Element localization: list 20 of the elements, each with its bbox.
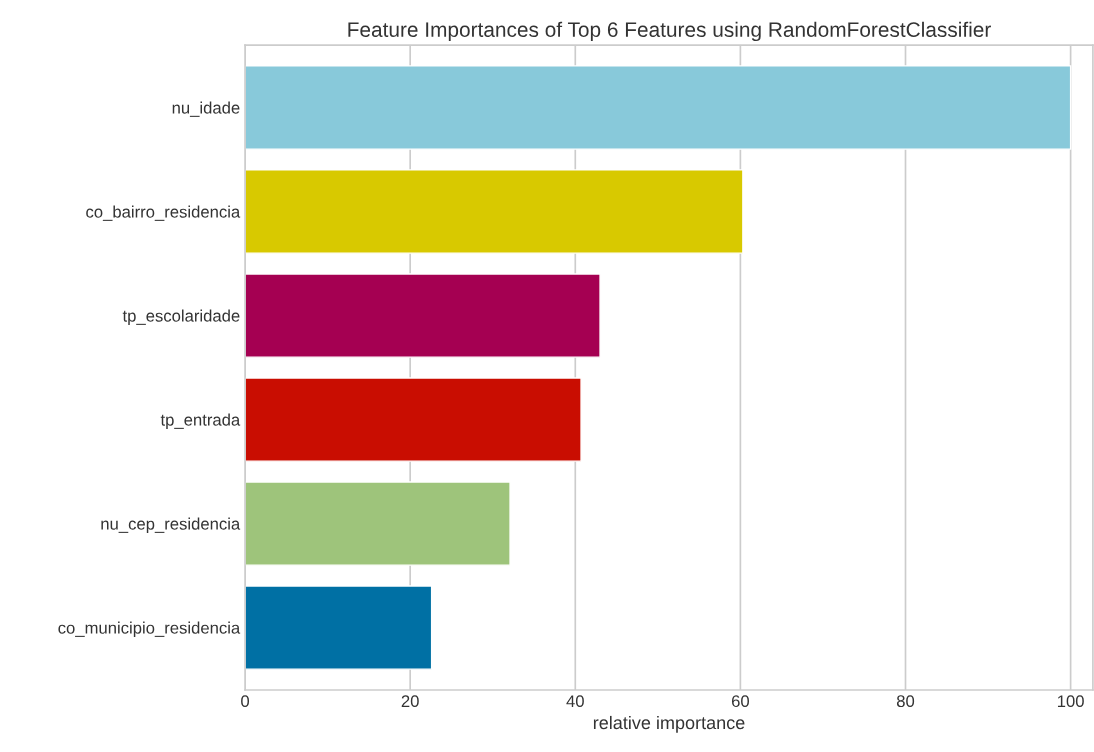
x-tick-label: 20 bbox=[401, 695, 419, 708]
y-tick-label: co_bairro_residencia bbox=[86, 205, 241, 221]
x-tick-label: 60 bbox=[731, 695, 750, 708]
x-tick-label: 100 bbox=[1057, 695, 1084, 708]
bar bbox=[245, 273, 601, 358]
x-tick-label: 40 bbox=[566, 695, 584, 708]
y-tick-label: nu_cep_residencia bbox=[101, 517, 241, 534]
bar bbox=[245, 377, 582, 462]
bar bbox=[245, 65, 1072, 150]
y-tick-label: tp_entrada bbox=[160, 413, 241, 430]
x-axis-title: relative importance bbox=[593, 715, 745, 733]
chart-title: Feature Importances of Top 6 Features using RandomForestClassifier bbox=[348, 21, 991, 42]
x-tick-label: 0 bbox=[241, 695, 250, 708]
y-tick-label: co_municipio_residencia bbox=[58, 621, 241, 638]
bar bbox=[245, 481, 511, 566]
bar bbox=[245, 169, 744, 254]
x-tick-label: 80 bbox=[896, 695, 915, 708]
y-tick-label: tp_escolaridade bbox=[122, 309, 240, 326]
bar bbox=[245, 585, 433, 670]
y-tick-label: nu_idade bbox=[172, 101, 240, 117]
